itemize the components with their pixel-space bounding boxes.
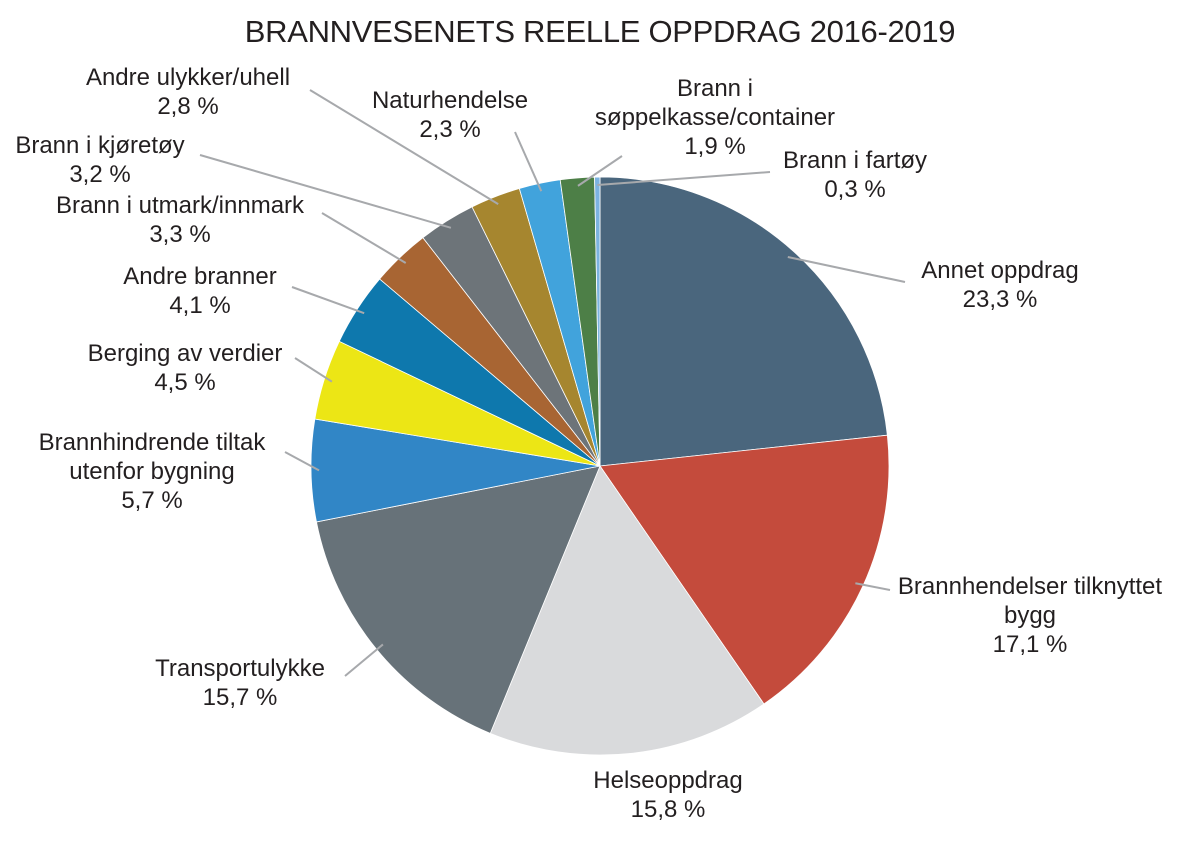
slice-value-label: 2,3 % — [419, 116, 480, 143]
slice-value-label: 4,5 % — [154, 369, 215, 396]
chart-title: BRANNVESENETS REELLE OPPDRAG 2016-2019 — [244, 14, 956, 49]
slice-label: Andre branner — [123, 263, 276, 290]
slice-label: Transportulykke — [155, 655, 325, 682]
pie-slice-12 — [594, 176, 601, 467]
slice-label: Andre ulykker/uhell — [86, 64, 290, 91]
leader-line-10 — [514, 131, 543, 192]
leader-line-7 — [321, 212, 407, 264]
slice-label: Brannhindrende tiltak — [39, 429, 267, 456]
slice-value-label: 1,9 % — [684, 133, 745, 160]
slice-value-label: 15,7 % — [203, 684, 278, 711]
leader-line-9 — [309, 89, 499, 205]
pie-slice-2 — [489, 465, 765, 756]
slice-label: bygg — [1004, 602, 1056, 629]
slice-label: Brannhendelser tilknyttet — [898, 573, 1162, 600]
slice-value-label: 17,1 % — [993, 631, 1068, 658]
slice-value-label: 2,8 % — [157, 93, 218, 120]
leader-line-8 — [199, 154, 452, 229]
slice-value-label: 5,7 % — [121, 487, 182, 514]
leader-line-0 — [787, 256, 906, 283]
slice-value-label: 3,2 % — [69, 161, 130, 188]
leader-line-4 — [284, 451, 320, 472]
slice-label: Brann i utmark/innmark — [56, 192, 305, 219]
pie-slice-0 — [599, 176, 888, 467]
slice-label: Helseoppdrag — [593, 767, 742, 794]
slice-value-label: 23,3 % — [963, 286, 1038, 313]
leader-line-12 — [597, 171, 771, 187]
leader-line-5 — [294, 357, 333, 383]
pie-slice-1 — [599, 434, 890, 705]
leader-line-11 — [577, 155, 623, 187]
slice-value-label: 3,3 % — [149, 221, 210, 248]
slice-value-label: 15,8 % — [631, 796, 706, 823]
slice-label: Brann i fartøy — [783, 147, 927, 174]
slice-label: Berging av verdier — [88, 340, 283, 367]
leader-line-3 — [344, 643, 384, 677]
slice-label: søppelkasse/container — [595, 104, 835, 131]
slice-value-label: 4,1 % — [169, 292, 230, 319]
leader-line-1 — [855, 582, 891, 591]
slice-label: Brann i kjøretøy — [15, 132, 184, 159]
leader-line-6 — [291, 286, 365, 315]
slice-label: utenfor bygning — [69, 458, 234, 485]
slice-label: Brann i — [677, 75, 753, 102]
slice-value-label: 0,3 % — [824, 176, 885, 203]
slice-label: Naturhendelse — [372, 87, 528, 114]
slice-label: Annet oppdrag — [921, 257, 1078, 284]
